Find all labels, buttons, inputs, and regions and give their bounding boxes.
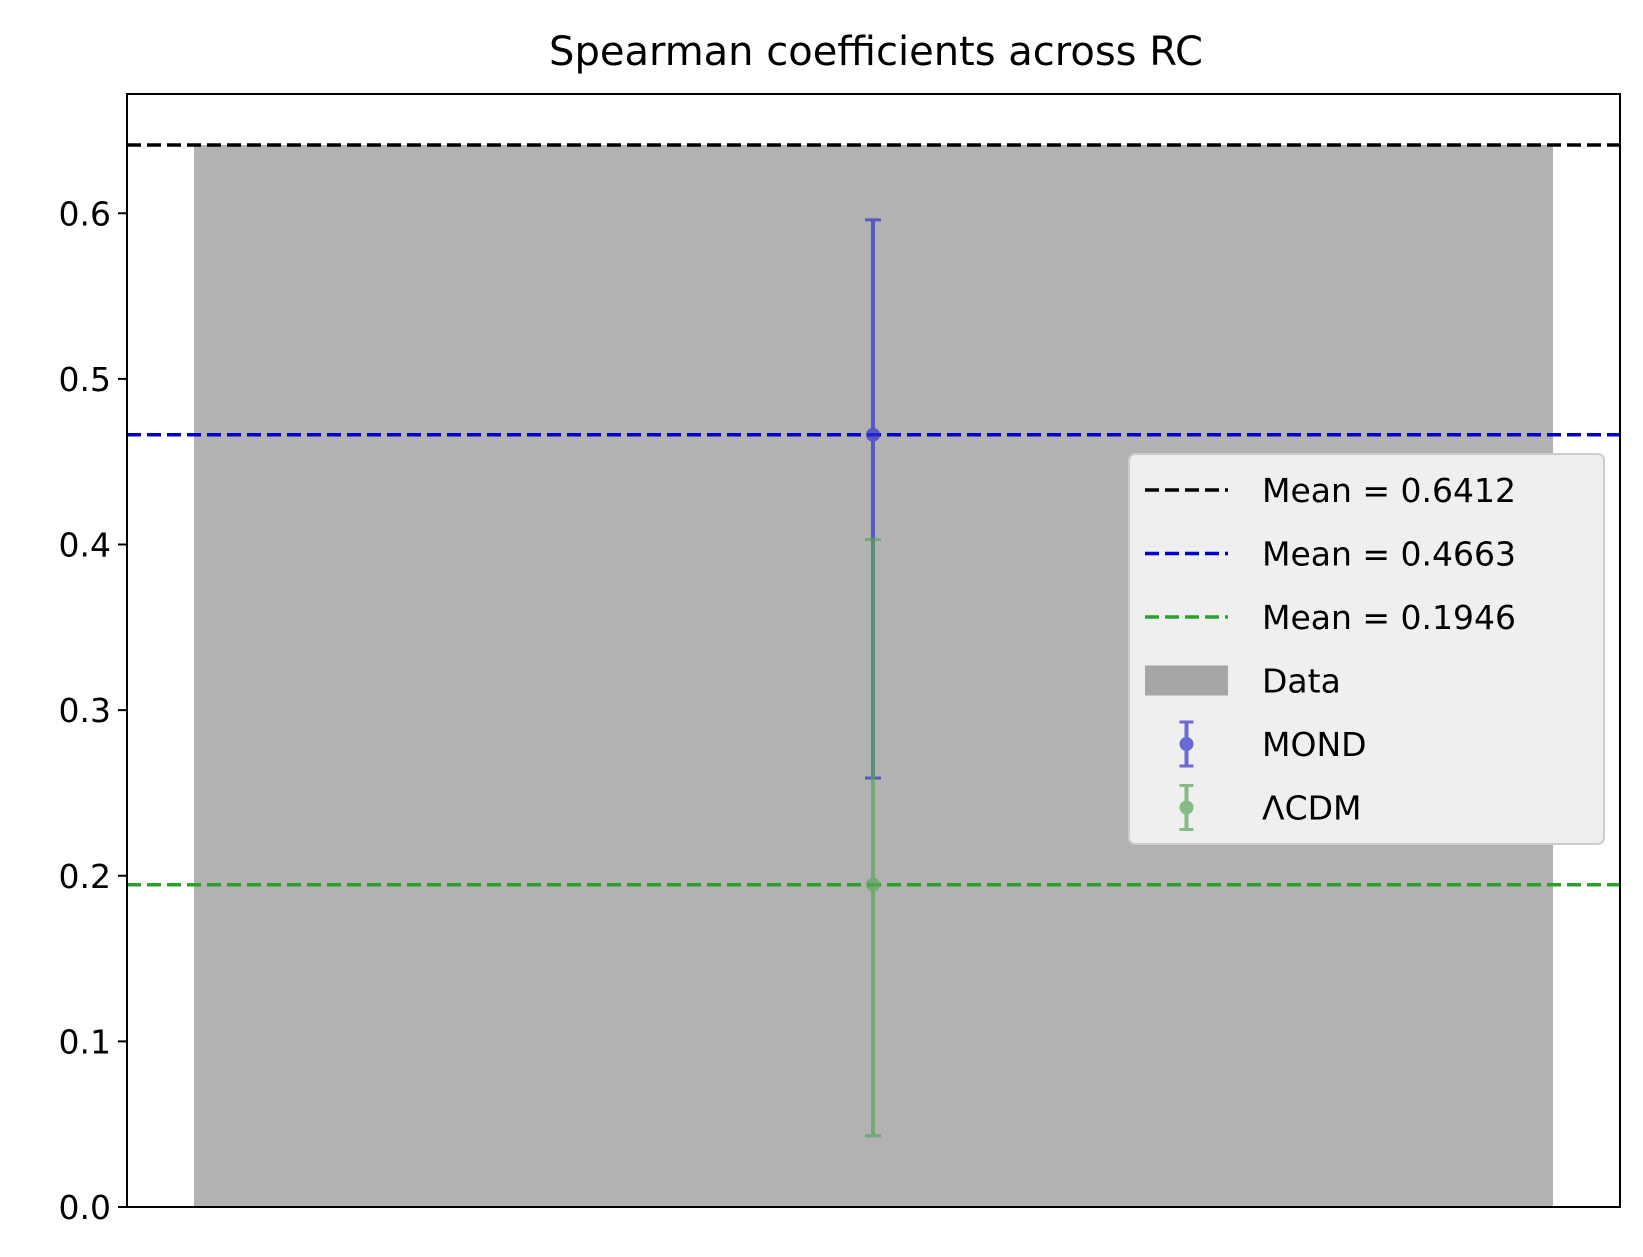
legend-handle-patch	[1145, 665, 1228, 696]
legend-entry: Mean = 0.6412	[1145, 471, 1516, 510]
y-tick-label: 0.2	[59, 857, 111, 896]
legend-label: MOND	[1262, 725, 1367, 764]
chart-title: Spearman coefficients across RC	[549, 29, 1203, 75]
y-tick-label: 0.6	[59, 194, 111, 233]
legend-entry: ΛCDM	[1179, 784, 1362, 831]
legend-entry: Data	[1145, 662, 1341, 701]
legend-handle-point	[1179, 737, 1194, 751]
y-tick-label: 0.4	[59, 526, 111, 565]
axes-frame	[126, 93, 1621, 1208]
legend-entry: MOND	[1179, 720, 1367, 768]
legend-label: Mean = 0.6412	[1262, 471, 1516, 510]
y-tick-label: 0.5	[59, 360, 111, 399]
legend-entry: Mean = 0.1946	[1145, 598, 1516, 637]
errorbar-point	[866, 877, 880, 892]
legend-label: Mean = 0.4663	[1262, 535, 1516, 574]
legend-handle-errorbar	[1179, 720, 1194, 768]
legend-label: ΛCDM	[1262, 789, 1362, 828]
errorbar-ΛCDM	[865, 538, 881, 1138]
errorbar-point	[866, 427, 880, 442]
legend-label: Data	[1262, 662, 1341, 701]
legend-entry: Mean = 0.4663	[1145, 535, 1516, 574]
legend-box	[1128, 453, 1605, 845]
legend-handle-errorbar	[1179, 784, 1194, 831]
y-tick-label: 0.0	[59, 1188, 111, 1227]
y-tick-label: 0.3	[59, 691, 111, 730]
legend-handle-point	[1179, 800, 1194, 815]
legend-label: Mean = 0.1946	[1262, 598, 1516, 637]
y-tick-label: 0.1	[59, 1022, 111, 1061]
